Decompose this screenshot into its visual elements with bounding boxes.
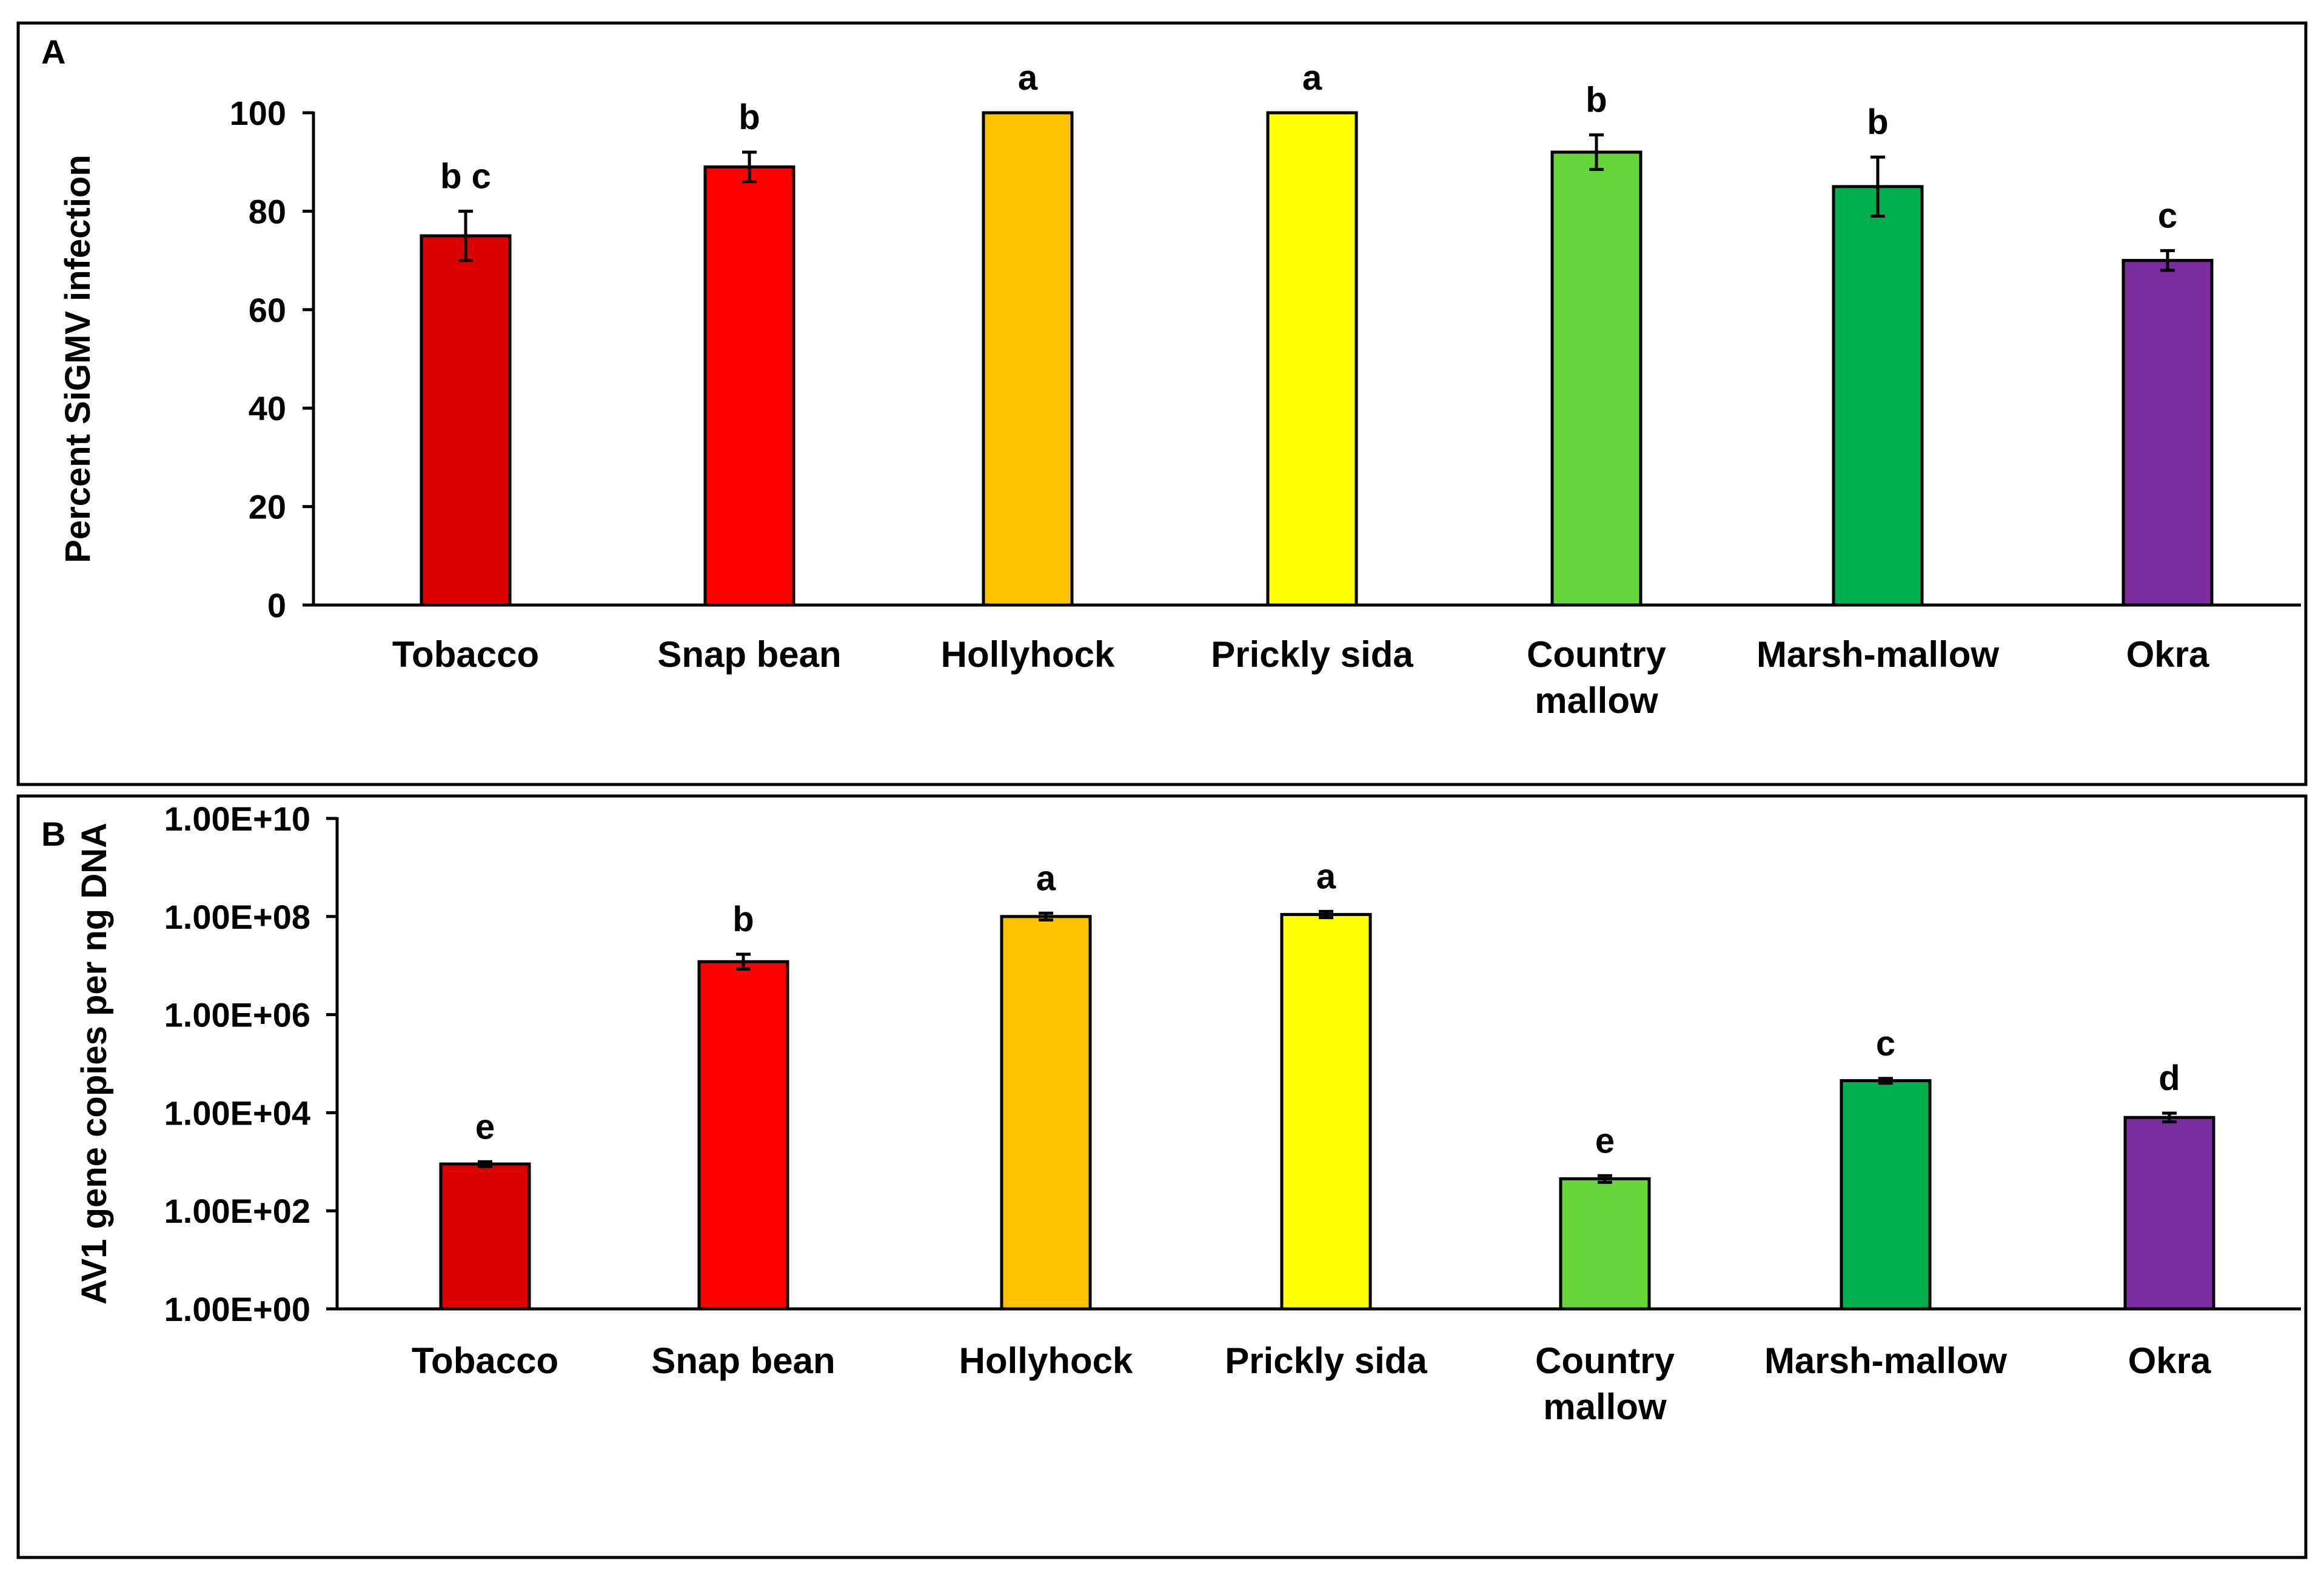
error-bar bbox=[458, 209, 473, 263]
category-label: Hollyhock bbox=[959, 1340, 1133, 1381]
error-bar bbox=[1870, 155, 1885, 218]
bar bbox=[420, 234, 512, 607]
y-tick-label: 1.00E+00 bbox=[164, 1290, 310, 1328]
category-label: Country bbox=[1535, 1340, 1675, 1381]
category-label: Okra bbox=[2128, 1340, 2211, 1381]
significance-letter: a bbox=[1036, 858, 1056, 898]
category-label: Hollyhock bbox=[941, 634, 1115, 675]
bar bbox=[1832, 185, 1924, 607]
bar bbox=[1550, 150, 1643, 607]
category-label: Tobacco bbox=[412, 1340, 558, 1381]
y-tick-label: 20 bbox=[249, 488, 286, 526]
panel-frame bbox=[16, 794, 2308, 1559]
significance-letter: d bbox=[2158, 1059, 2180, 1098]
category-label: Prickly sida bbox=[1225, 1340, 1427, 1381]
y-tick-label: 60 bbox=[249, 291, 286, 329]
category-label: Tobacco bbox=[392, 634, 539, 675]
bar bbox=[697, 960, 789, 1311]
error-bar bbox=[1878, 1077, 1893, 1085]
y-tick-label: 0 bbox=[267, 586, 286, 624]
category-label: mallow bbox=[1535, 680, 1658, 721]
y-axis-label: Percent SiGMV infection bbox=[58, 155, 98, 563]
bar bbox=[439, 1162, 531, 1311]
y-axis-label: AV1 gene copies per ng DNA bbox=[75, 823, 114, 1305]
category-label: Country bbox=[1527, 634, 1667, 675]
significance-letter: e bbox=[475, 1107, 495, 1146]
category-label: Prickly sida bbox=[1211, 634, 1413, 675]
significance-letter: a bbox=[1302, 58, 1322, 98]
bar bbox=[703, 165, 795, 607]
y-tick-label: 80 bbox=[249, 192, 286, 230]
error-bar bbox=[1319, 909, 1333, 920]
bar bbox=[1559, 1177, 1651, 1311]
y-tick-label: 1.00E+04 bbox=[164, 1094, 310, 1132]
category-label: Okra bbox=[2126, 634, 2209, 675]
error-bar bbox=[736, 952, 751, 971]
panel-a: A Percent SiGMV infection 0 20 40 60 80 100 b c T… bbox=[16, 21, 2308, 786]
panel-b: B AV1 gene copies per ng DNA 1.00E+00 1.00E… bbox=[16, 794, 2308, 1559]
error-bar bbox=[1598, 1174, 1612, 1184]
y-tick-label: 1.00E+10 bbox=[164, 800, 310, 838]
bar bbox=[2121, 259, 2214, 607]
significance-letter: b c bbox=[440, 156, 491, 196]
error-bar bbox=[742, 150, 757, 184]
bar bbox=[1266, 111, 1358, 607]
category-label: Snap bean bbox=[657, 634, 841, 675]
y-tick-label: 1.00E+02 bbox=[164, 1192, 310, 1230]
y-tick-label: 100 bbox=[230, 94, 286, 132]
significance-letter: b bbox=[738, 98, 760, 137]
bar bbox=[1280, 912, 1372, 1311]
error-bar bbox=[1589, 133, 1604, 171]
significance-letter: b bbox=[1867, 102, 1888, 142]
significance-letter: e bbox=[1595, 1121, 1615, 1160]
significance-letter: a bbox=[1316, 857, 1336, 896]
panel-frame bbox=[16, 21, 2308, 786]
significance-letter: b bbox=[732, 900, 754, 939]
bar bbox=[1000, 915, 1092, 1311]
error-bar bbox=[2160, 249, 2175, 272]
significance-letter: c bbox=[2158, 196, 2177, 235]
category-label: Snap bean bbox=[651, 1340, 835, 1381]
panel-letter: A bbox=[41, 33, 65, 71]
category-label: Marsh-mallow bbox=[1764, 1340, 2007, 1381]
error-bar bbox=[2162, 1111, 2177, 1124]
category-label: Marsh-mallow bbox=[1756, 634, 1999, 675]
error-bar bbox=[1039, 911, 1053, 922]
bar bbox=[1840, 1079, 1932, 1311]
bar bbox=[2123, 1115, 2215, 1311]
category-label: mallow bbox=[1543, 1386, 1667, 1427]
error-bar bbox=[478, 1160, 492, 1168]
y-tick-label: 1.00E+06 bbox=[164, 996, 310, 1034]
significance-letter: c bbox=[1876, 1024, 1895, 1063]
panel-letter: B bbox=[41, 815, 65, 853]
significance-letter: b bbox=[1586, 81, 1607, 120]
significance-letter: a bbox=[1018, 58, 1038, 98]
y-tick-label: 1.00E+08 bbox=[164, 898, 310, 936]
y-tick-label: 40 bbox=[249, 389, 286, 427]
bar bbox=[982, 111, 1074, 607]
